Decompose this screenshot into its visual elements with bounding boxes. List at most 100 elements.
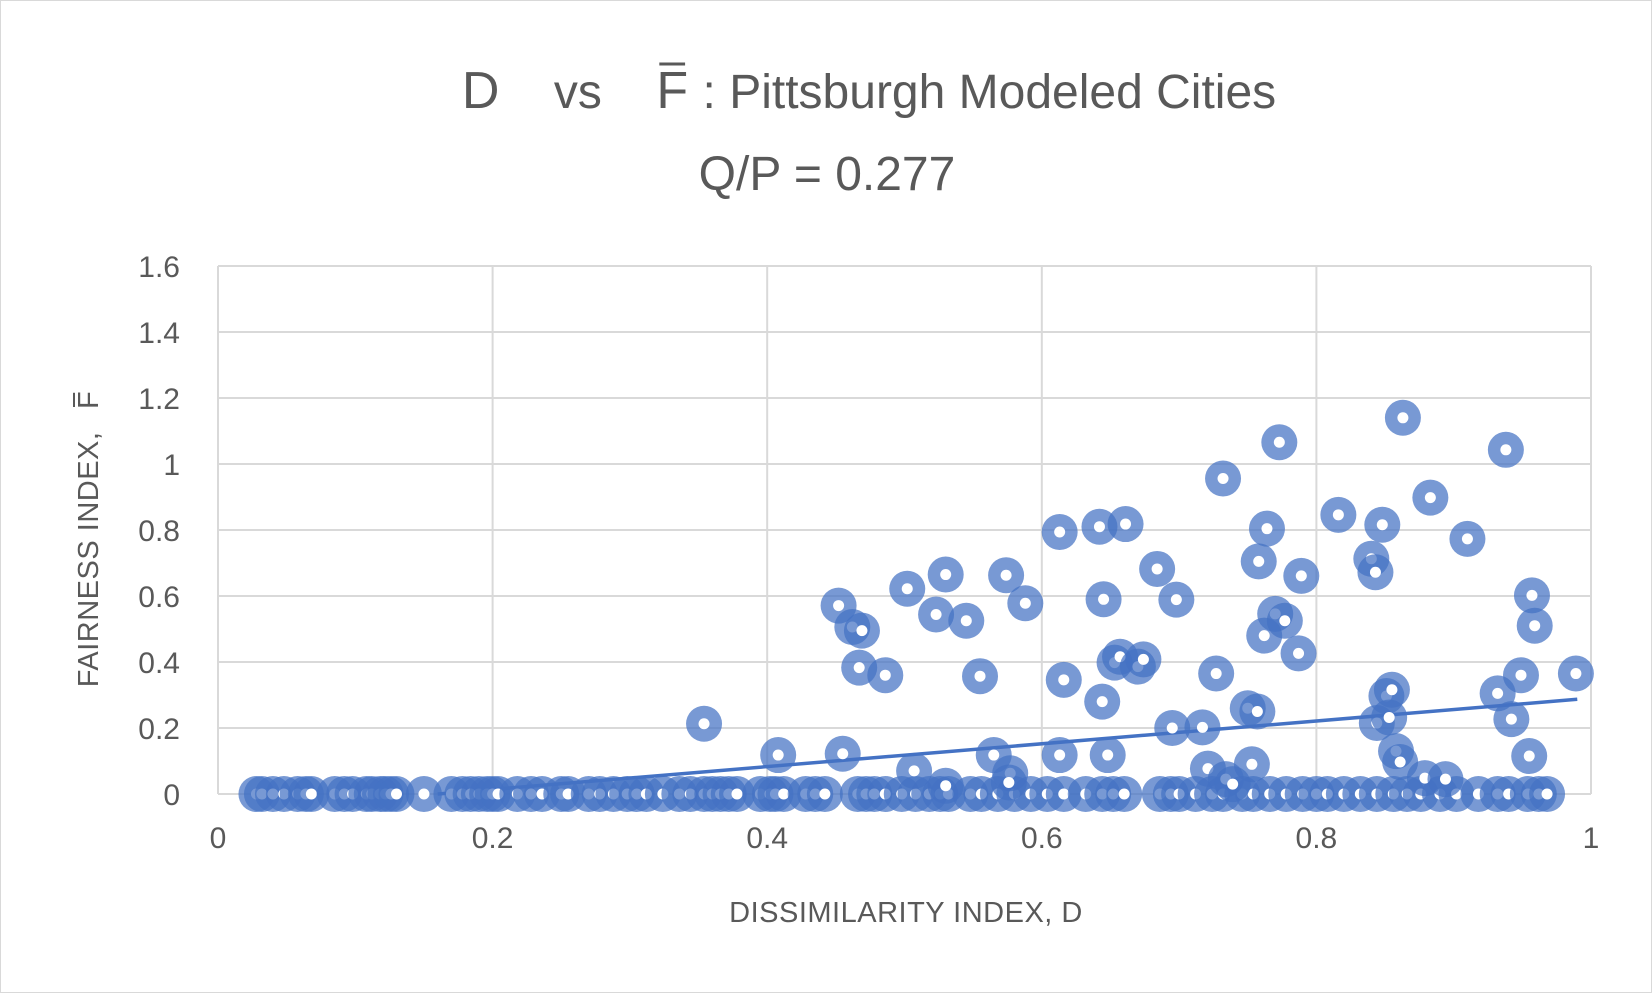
data-point: [927, 767, 964, 804]
data-point: [1557, 655, 1594, 692]
data-point-center: [833, 600, 845, 612]
data-point-center: [1505, 713, 1517, 725]
y-axis-title: FAIRNESS INDEX, F: [73, 391, 105, 687]
data-point: [1125, 641, 1162, 678]
data-point: [927, 556, 964, 593]
data-point: [1106, 776, 1143, 812]
x-tick-label: 0.2: [472, 822, 514, 855]
chart-title: D vs F : Pittsburgh Modeled Cities: [462, 62, 1276, 120]
x-tick-label: 1: [1583, 822, 1600, 855]
y-axis-title-symbol: F: [73, 391, 105, 409]
data-point-center: [1151, 563, 1163, 575]
data-point: [824, 735, 861, 772]
svg-text:FAIRNESS INDEX, F: FAIRNESS INDEX, F: [73, 391, 105, 687]
data-points: [238, 399, 1594, 812]
y-tick-label: 0.6: [138, 581, 180, 614]
title-vs: vs: [554, 66, 602, 119]
data-point: [1357, 554, 1394, 591]
y-tick-label: 1.2: [138, 383, 180, 416]
data-point: [1283, 557, 1320, 594]
data-point: [686, 705, 723, 742]
chart-subtitle: Q/P = 0.277: [699, 148, 956, 201]
data-point-center: [1541, 788, 1553, 800]
data-point-center: [974, 670, 986, 682]
data-point: [1261, 424, 1298, 461]
data-point-center: [1137, 653, 1149, 665]
data-point: [1089, 737, 1126, 774]
data-point-center: [901, 583, 913, 595]
data-point: [760, 737, 797, 774]
data-point-center: [1383, 711, 1395, 723]
data-point: [1184, 709, 1221, 746]
data-point: [1007, 585, 1044, 622]
data-point: [843, 612, 880, 649]
data-point-center: [778, 788, 790, 800]
data-point-center: [1210, 668, 1222, 680]
data-point-center: [1096, 696, 1108, 708]
data-point: [1158, 581, 1195, 618]
data-point: [1154, 710, 1191, 746]
data-point-center: [1529, 620, 1541, 632]
data-point-center: [1058, 674, 1070, 686]
data-point: [378, 776, 415, 812]
data-point: [1045, 661, 1082, 698]
data-point-center: [418, 788, 430, 800]
data-point: [1516, 607, 1553, 644]
data-point: [990, 764, 1027, 801]
data-point-center: [1054, 526, 1066, 538]
data-point-center: [1376, 519, 1388, 531]
data-point-center: [1523, 750, 1535, 762]
title-y-symbol: F: [656, 62, 688, 120]
y-axis-title-prefix: FAIRNESS INDEX,: [73, 432, 105, 688]
data-point: [1493, 701, 1530, 738]
data-point-center: [1279, 615, 1291, 627]
data-point: [889, 570, 926, 607]
data-point-center: [1251, 706, 1263, 717]
data-point-center: [1102, 749, 1114, 761]
y-tick-label: 0: [163, 779, 180, 812]
data-point: [1513, 577, 1550, 614]
data-point: [1139, 550, 1176, 587]
data-point: [405, 776, 442, 812]
data-point: [1239, 693, 1276, 730]
data-point-center: [960, 615, 972, 627]
data-point-center: [1570, 668, 1582, 680]
data-point-center: [1019, 597, 1031, 609]
data-point: [1214, 766, 1251, 803]
data-point-center: [837, 748, 849, 760]
y-tick-label: 0.2: [138, 713, 180, 746]
data-point: [1198, 655, 1235, 692]
data-point: [1511, 738, 1548, 775]
data-point: [1084, 683, 1121, 720]
data-point-center: [988, 749, 1000, 761]
tick-labels: 0 0.2 0.4 0.6 0.8 1 1.2 1.4 1.6 0 0.2 0.4 0.6 0.8 1: [138, 251, 1599, 855]
data-point: [867, 657, 904, 694]
data-point: [1107, 506, 1144, 543]
y-tick-label: 1.6: [138, 251, 180, 284]
data-point: [1412, 479, 1449, 516]
data-point-center: [1196, 721, 1208, 733]
data-point-center: [1394, 756, 1406, 768]
data-point-center: [879, 669, 891, 681]
data-point: [1041, 737, 1078, 774]
data-point: [896, 752, 933, 789]
data-point-center: [930, 608, 942, 620]
data-point: [1240, 543, 1277, 580]
data-point-center: [1439, 773, 1451, 785]
data-point: [806, 776, 843, 812]
data-point: [1427, 761, 1464, 798]
data-point-center: [1295, 570, 1307, 582]
data-point-center: [853, 662, 865, 674]
data-point-center: [1253, 555, 1265, 567]
data-point-center: [856, 625, 868, 637]
data-point-center: [390, 788, 402, 800]
x-tick-label: 0.8: [1296, 822, 1338, 855]
data-point-center: [1054, 749, 1066, 761]
y-tick-label: 1.4: [138, 317, 180, 350]
y-tick-label: 0.8: [138, 515, 180, 548]
data-point-center: [698, 718, 710, 730]
data-point-center: [1246, 758, 1258, 770]
data-point-center: [1118, 788, 1130, 800]
